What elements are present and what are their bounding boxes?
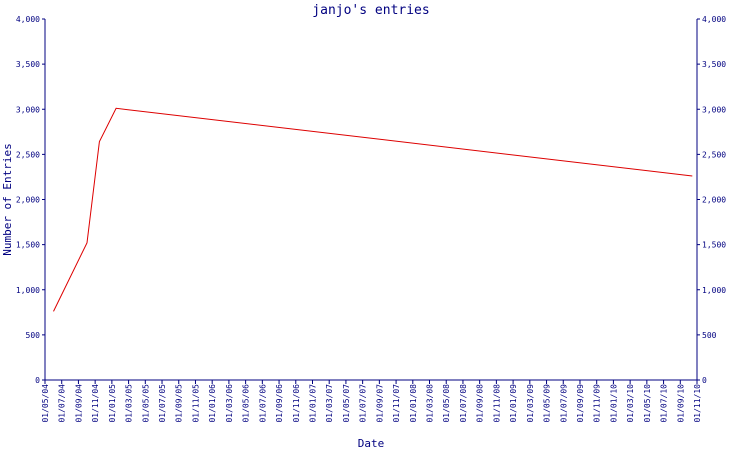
x-tick-label: 01/05/04	[41, 384, 50, 423]
x-tick-label: 01/09/07	[375, 384, 384, 423]
x-tick-label: 01/11/08	[492, 384, 501, 423]
x-tick-label: 01/11/05	[191, 384, 200, 423]
x-tick-label: 01/09/08	[476, 384, 485, 423]
series-line	[53, 107, 693, 312]
y-tick-label-right: 3,000	[702, 105, 726, 114]
x-tick-label: 01/03/07	[325, 384, 334, 423]
x-axis-label: Date	[358, 437, 385, 450]
x-tick-label: 01/11/04	[91, 384, 100, 423]
x-tick-label: 01/01/06	[208, 384, 217, 423]
series-layer	[53, 107, 693, 312]
x-tick-label: 01/03/05	[125, 384, 134, 423]
x-tick-label: 01/05/07	[342, 384, 351, 423]
x-tick-label: 01/05/10	[643, 384, 652, 423]
x-tick-label: 01/07/09	[559, 384, 568, 423]
y-tick-label-left: 2,500	[16, 150, 40, 159]
y-tick-label-left: 3,500	[16, 60, 40, 69]
y-axis-right: 0 500 1,000 1,500 2,000 2,500 3,000 3,500 4,000	[697, 15, 726, 385]
x-tick-label: 01/09/06	[275, 384, 284, 423]
x-tick-label: 01/09/05	[175, 384, 184, 423]
x-tick-label: 01/03/09	[526, 384, 535, 423]
y-tick-label-left: 2,000	[16, 196, 40, 205]
chart-title: janjo's entries	[312, 3, 429, 18]
x-tick-label: 01/07/08	[459, 384, 468, 423]
x-tick-label: 01/07/10	[660, 384, 669, 423]
x-tick-label: 01/01/08	[409, 384, 418, 423]
x-tick-label: 01/09/10	[676, 384, 685, 423]
x-tick-label: 01/01/05	[108, 384, 117, 423]
y-tick-label-right: 3,500	[702, 60, 726, 69]
x-tick-label: 01/03/08	[426, 384, 435, 423]
x-tick-label: 01/09/04	[74, 384, 83, 423]
y-tick-label-left: 1,500	[16, 241, 40, 250]
y-axis-left: 0 500 1,000 1,500 2,000 2,500 3,000 3,500 4,000	[16, 15, 45, 385]
x-tick-label: 01/03/06	[225, 384, 234, 423]
y-tick-label-left: 1,000	[16, 286, 40, 295]
y-tick-label-right: 2,500	[702, 150, 726, 159]
y-tick-label-left: 0	[35, 376, 40, 385]
y-tick-label-right: 2,000	[702, 196, 726, 205]
y-tick-label-left: 500	[26, 331, 41, 340]
y-tick-label-right: 500	[702, 331, 717, 340]
x-tick-label: 01/09/09	[576, 384, 585, 423]
y-tick-label-right: 1,000	[702, 286, 726, 295]
y-tick-label-right: 1,500	[702, 241, 726, 250]
x-tick-label: 01/05/09	[543, 384, 552, 423]
x-tick-label: 01/07/06	[258, 384, 267, 423]
x-tick-label: 01/05/06	[242, 384, 251, 423]
x-tick-label: 01/11/10	[693, 384, 702, 423]
x-tick-label: 01/11/06	[292, 384, 301, 423]
x-axis: 01/05/04 01/07/04 01/09/04 01/11/04 01/01/05…	[41, 380, 702, 423]
y-tick-label-left: 3,000	[16, 105, 40, 114]
x-tick-label: 01/01/07	[308, 384, 317, 423]
x-tick-label: 01/05/05	[141, 384, 150, 423]
x-tick-label: 01/03/10	[626, 384, 635, 423]
y-tick-label-right: 4,000	[702, 15, 726, 24]
x-tick-label: 01/11/07	[392, 384, 401, 423]
x-tick-label: 01/07/04	[58, 384, 67, 423]
x-tick-label: 01/01/09	[509, 384, 518, 423]
x-tick-label: 01/11/09	[593, 384, 602, 423]
y-axis-label: Number of Entries	[1, 143, 14, 256]
x-tick-label: 01/07/07	[359, 384, 368, 423]
y-tick-label-left: 4,000	[16, 15, 40, 24]
plot-area	[44, 19, 698, 381]
y-tick-label-right: 0	[702, 376, 707, 385]
x-tick-label: 01/07/05	[158, 384, 167, 423]
x-tick-label: 01/01/10	[609, 384, 618, 423]
x-tick-label: 01/05/08	[442, 384, 451, 423]
